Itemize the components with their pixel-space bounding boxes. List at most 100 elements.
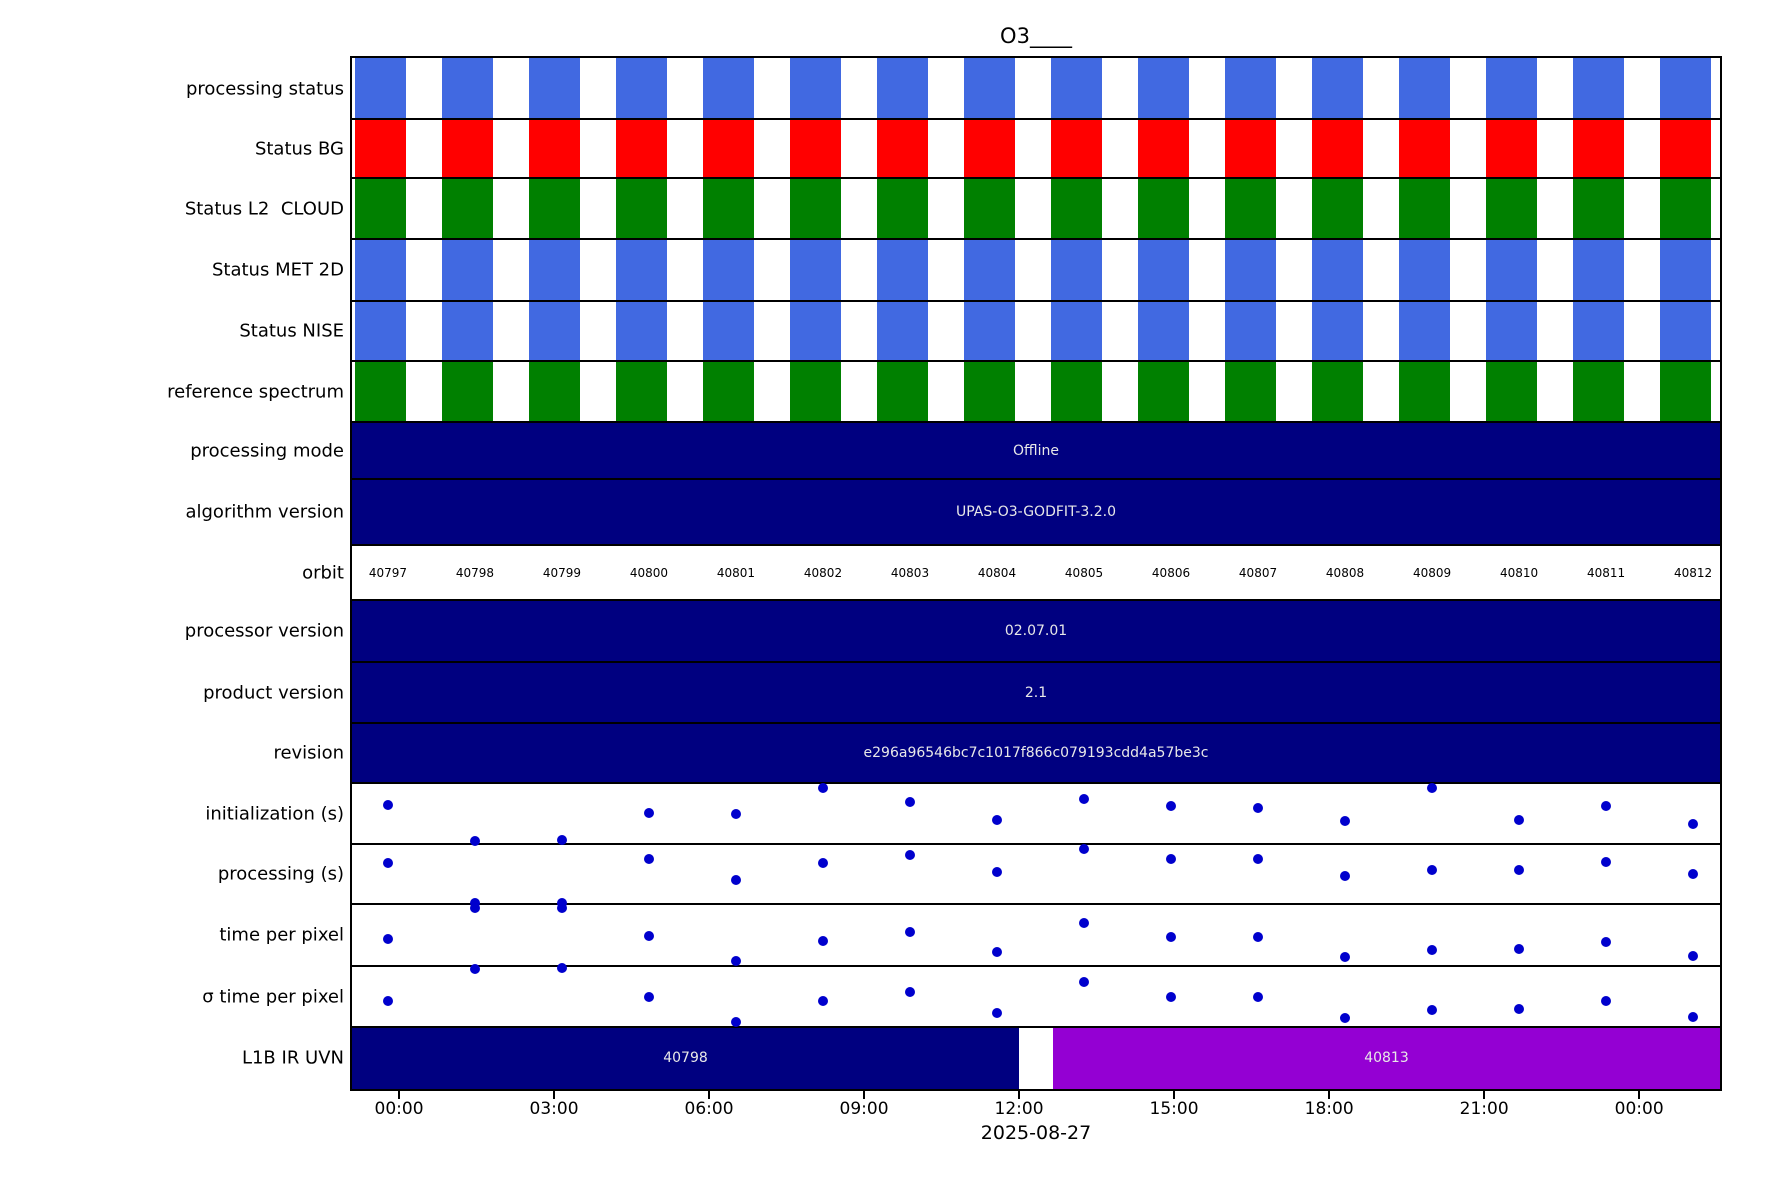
scatter-point — [1688, 818, 1699, 829]
row-divider-line — [352, 177, 1720, 179]
scatter-point — [730, 809, 741, 820]
status-block — [1399, 239, 1451, 301]
orbit-number: 40800 — [629, 565, 669, 580]
row-divider-line — [352, 360, 1720, 362]
status-block — [703, 119, 755, 178]
status-block — [964, 361, 1016, 422]
status-block — [1399, 119, 1451, 178]
status-block — [1225, 119, 1277, 178]
x-tick-label: 00:00 — [374, 1099, 424, 1119]
x-tick-mark — [553, 1091, 556, 1099]
row-label: Status NISE — [239, 320, 344, 342]
row-divider-line — [352, 661, 1720, 663]
timeline-segment: 40798 — [352, 1027, 1020, 1089]
scatter-point — [1253, 854, 1264, 864]
scatter-point — [382, 934, 393, 945]
x-tick-label: 00:00 — [1614, 1099, 1664, 1119]
row-divider-line — [352, 843, 1720, 845]
status-block — [1573, 301, 1625, 361]
scatter-point — [556, 834, 567, 845]
status-block — [1660, 361, 1712, 422]
scatter-point — [1688, 869, 1699, 879]
status-block — [355, 178, 407, 239]
status-block — [1138, 119, 1190, 178]
status-block — [1573, 361, 1625, 422]
scatter-point — [643, 991, 654, 1002]
x-tick-label: 18:00 — [1304, 1099, 1354, 1119]
status-block — [1051, 178, 1103, 239]
status-block — [1573, 119, 1625, 178]
status-block — [790, 361, 842, 422]
scatter-point — [1253, 931, 1264, 942]
status-block — [442, 361, 494, 422]
scatter-point — [1166, 854, 1177, 864]
x-tick-mark — [708, 1091, 711, 1099]
scatter-point — [1166, 801, 1177, 812]
status-block — [355, 58, 407, 119]
status-block — [616, 178, 668, 239]
row-orbit: 40797 40798 40799 40800 40801 40802 40803 40804… — [352, 545, 1720, 600]
status-block — [703, 58, 755, 119]
status-block — [1660, 119, 1712, 178]
row-processing-status — [352, 58, 1720, 119]
scatter-point — [905, 849, 915, 860]
timeline-segment — [1019, 1027, 1053, 1089]
row-divider-line — [352, 544, 1720, 546]
status-block — [1312, 178, 1364, 239]
x-tick-mark — [398, 1091, 401, 1099]
row-divider-line — [352, 421, 1720, 423]
scatter-point — [1514, 815, 1525, 826]
orbit-number: 40807 — [1238, 565, 1278, 580]
row-divider-line — [352, 478, 1720, 480]
status-block — [1312, 239, 1364, 301]
orbit-number: 40804 — [977, 565, 1017, 580]
scatter-point — [1340, 1012, 1351, 1023]
status-block — [1051, 361, 1103, 422]
orbit-number: 40805 — [1064, 565, 1104, 580]
row-label: time per pixel — [219, 924, 344, 946]
scatter-point — [1427, 1004, 1438, 1015]
orbit-number: 40798 — [455, 565, 495, 580]
value-bar-text: 02.07.01 — [1004, 623, 1068, 639]
status-block — [616, 301, 668, 361]
status-block — [1399, 58, 1451, 119]
status-block — [616, 119, 668, 178]
row--time-per-pixel — [352, 962, 1720, 1028]
scatter-point — [818, 936, 828, 947]
value-bar: Offline — [352, 422, 1720, 479]
status-block — [1573, 58, 1625, 119]
scatter-point — [1601, 801, 1612, 812]
row-processing-mode: Offline — [352, 422, 1720, 479]
row-revision: e296a96546bc7c1017f866c079193cdd4a57be3c — [352, 723, 1720, 783]
status-block — [442, 301, 494, 361]
status-block — [1486, 178, 1538, 239]
scatter-point — [1427, 782, 1438, 793]
orbit-number: 40797 — [368, 565, 408, 580]
scatter-point — [1601, 936, 1612, 947]
row-divider-line — [352, 118, 1720, 120]
value-bar-text: e296a96546bc7c1017f866c079193cdd4a57be3c — [863, 745, 1209, 761]
row-time-per-pixel — [352, 902, 1720, 967]
x-tick-mark — [1483, 1091, 1486, 1099]
status-block — [790, 58, 842, 119]
orbit-number: 40811 — [1586, 565, 1626, 580]
scatter-point — [1340, 815, 1351, 826]
row-label: orbit — [302, 562, 344, 583]
scatter-point — [905, 987, 915, 998]
status-block — [442, 58, 494, 119]
orbit-number: 40812 — [1673, 565, 1713, 580]
row-label: σ time per pixel — [202, 986, 344, 1007]
row-status-met-2d — [352, 239, 1720, 301]
status-block — [355, 361, 407, 422]
row-label: revision — [273, 742, 344, 764]
value-bar: e296a96546bc7c1017f866c079193cdd4a57be3c — [352, 723, 1720, 783]
row-label: processing mode — [190, 440, 344, 461]
row-divider-line — [352, 903, 1720, 905]
status-block — [1051, 119, 1103, 178]
scatter-point — [382, 858, 393, 869]
status-block — [355, 239, 407, 301]
row-divider-line — [352, 965, 1720, 967]
status-block — [1399, 178, 1451, 239]
row-status-l2-cloud — [352, 178, 1720, 239]
x-tick-label: 21:00 — [1459, 1099, 1509, 1119]
